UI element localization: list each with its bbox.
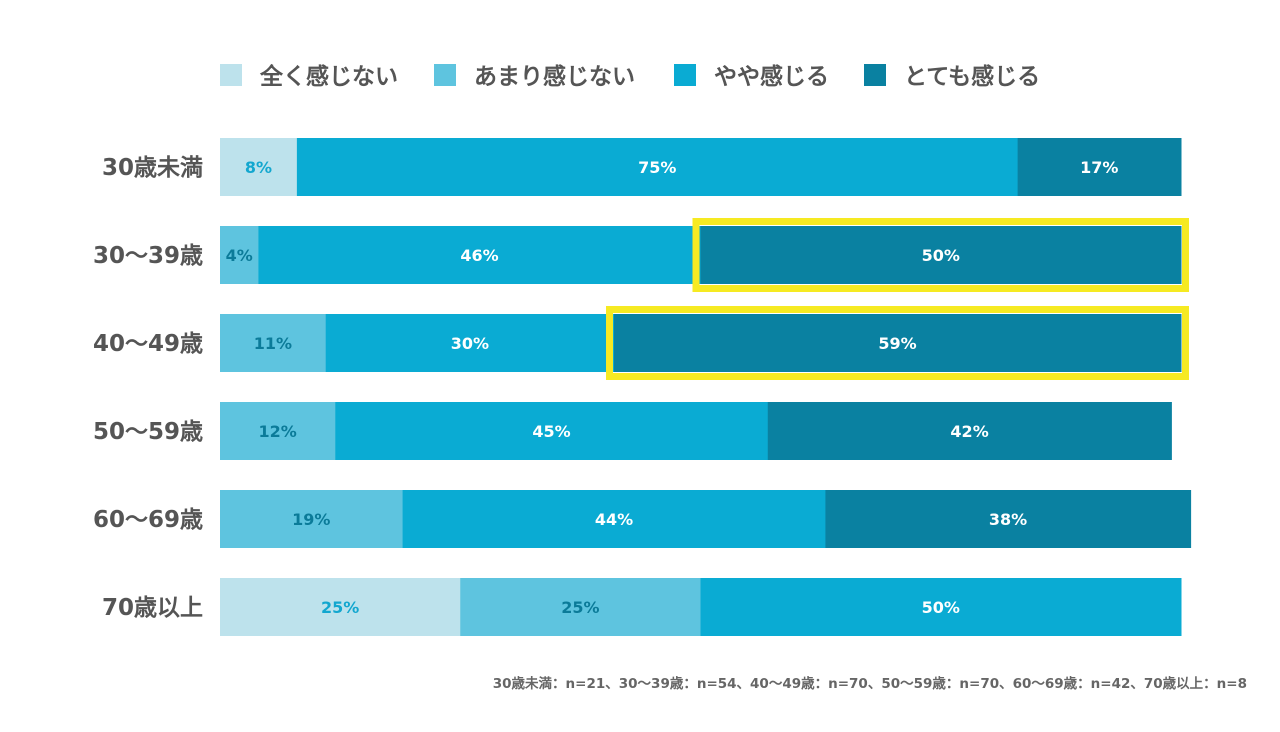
category-label-2: 30〜39歳 [93,243,203,269]
bar-segment-r4-s3 [335,402,769,460]
legend-swatch-2 [434,64,456,86]
bar-value-label-r5-s2: 19% [292,510,330,529]
bar-segment-r6-s2 [460,578,701,636]
bar-value-label-r6-s1: 25% [321,598,359,617]
category-label-3: 40〜49歳 [93,331,203,357]
bar-value-labels: 8% 75% 17% 4% 46% 50% 11% 30% 59% 12% 45% 42% 19% 44%… [226,158,1119,617]
highlight-box-2 [606,306,1189,380]
legend-label-3: やや感じる [714,63,829,90]
sample-size-footnote: 30歳未満：n=21、30〜39歳：n=54、40〜49歳：n=70、50〜59… [493,675,1247,692]
bar-segment-r1-s3 [296,138,1019,196]
bar-value-label-r6-s3: 50% [922,598,960,617]
legend-swatch-4 [864,64,886,86]
bar-segment-r3-s3 [325,314,615,372]
bar-value-label-r6-s2: 25% [561,598,599,617]
legend-label-1: 全く感じない [259,63,398,90]
bar-segment-r2-s3 [258,226,701,284]
bar-value-label-r3-s2: 11% [254,334,292,353]
bar-segment-r2-s2 [220,226,259,284]
bar-segment-r2-s4 [700,226,1182,284]
legend-swatch-3 [674,64,696,86]
bar-value-label-r1-s1: 8% [245,158,272,177]
bar-value-label-r2-s2: 4% [226,246,253,265]
legend-swatch-1 [220,64,242,86]
bar-segment-r6-s1 [220,578,461,636]
bar-value-label-r5-s4: 38% [989,510,1027,529]
bar-segment-r6-s3 [700,578,1182,636]
legend-label-2: あまり感じない [474,63,635,90]
bar-value-label-r2-s4: 50% [922,246,960,265]
highlight-boxes [606,218,1189,380]
bar-segment-r5-s2 [220,490,404,548]
category-label-5: 60〜69歳 [93,507,203,533]
bar-value-label-r2-s3: 46% [460,246,498,265]
bar-value-label-r4-s2: 12% [259,422,297,441]
legend-label-4: とても感じる [904,63,1040,90]
highlight-box-1 [692,218,1189,292]
bar-segment-r4-s4 [767,402,1172,460]
bar-value-label-r4-s4: 42% [950,422,988,441]
category-label-1: 30歳未満 [102,155,203,181]
bar-segment-r3-s4 [614,314,1182,372]
category-labels: 30歳未満 30〜39歳 40〜49歳 50〜59歳 60〜69歳 70歳以上 [93,155,203,621]
bar-value-label-r5-s3: 44% [595,510,633,529]
bar-segment-r5-s3 [402,490,826,548]
category-label-6: 70歳以上 [102,595,203,621]
bar-value-label-r3-s3: 30% [451,334,489,353]
bar-value-label-r3-s4: 59% [878,334,916,353]
bar-segment-r1-s1 [220,138,298,196]
bar-value-label-r1-s3: 75% [638,158,676,177]
bar-segment-r4-s2 [220,402,336,460]
bar-segment-r3-s2 [220,314,327,372]
bar-segment-r1-s4 [1017,138,1182,196]
legend: 全く感じない あまり感じない やや感じる とても感じる [220,63,1040,90]
bar-value-label-r1-s4: 17% [1080,158,1118,177]
bars [220,138,1192,636]
bar-value-label-r4-s3: 45% [532,422,570,441]
category-label-4: 50〜59歳 [93,419,203,445]
bar-segment-r5-s4 [825,490,1192,548]
